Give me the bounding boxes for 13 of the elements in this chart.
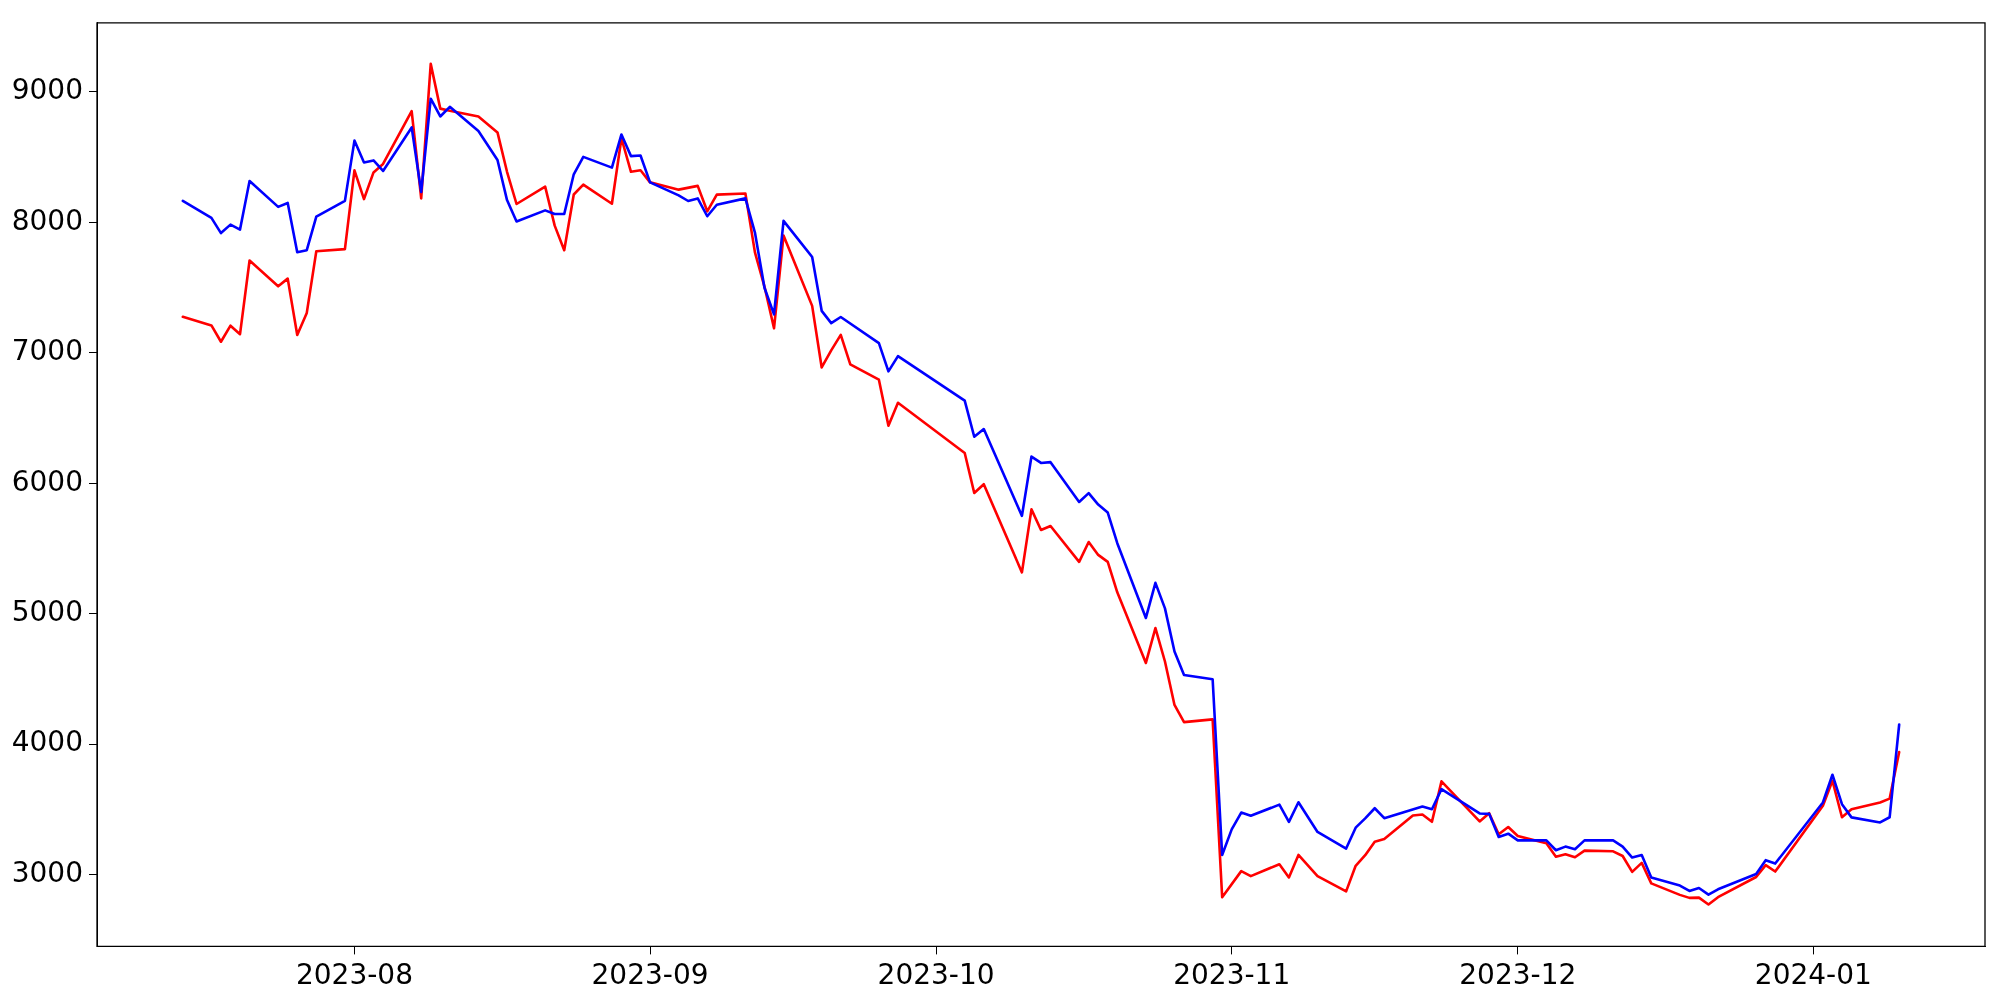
y-tick-label: 3000 xyxy=(11,855,83,889)
x-tick-label: 2023-12 xyxy=(1459,958,1577,992)
y-tick-label: 9000 xyxy=(11,73,83,107)
y-tick-label: 6000 xyxy=(11,464,83,498)
y-tick-label: 7000 xyxy=(11,334,83,368)
y-tick-label: 4000 xyxy=(11,725,83,759)
y-tick-label: 5000 xyxy=(11,595,83,629)
x-tick-label: 2023-11 xyxy=(1173,958,1291,992)
x-tick-label: 2023-08 xyxy=(295,958,413,992)
x-tick-label: 2023-09 xyxy=(591,958,709,992)
y-tick-label: 8000 xyxy=(11,203,83,237)
x-tick-label: 2023-10 xyxy=(877,958,995,992)
x-tick-label: 2024-01 xyxy=(1754,958,1872,992)
